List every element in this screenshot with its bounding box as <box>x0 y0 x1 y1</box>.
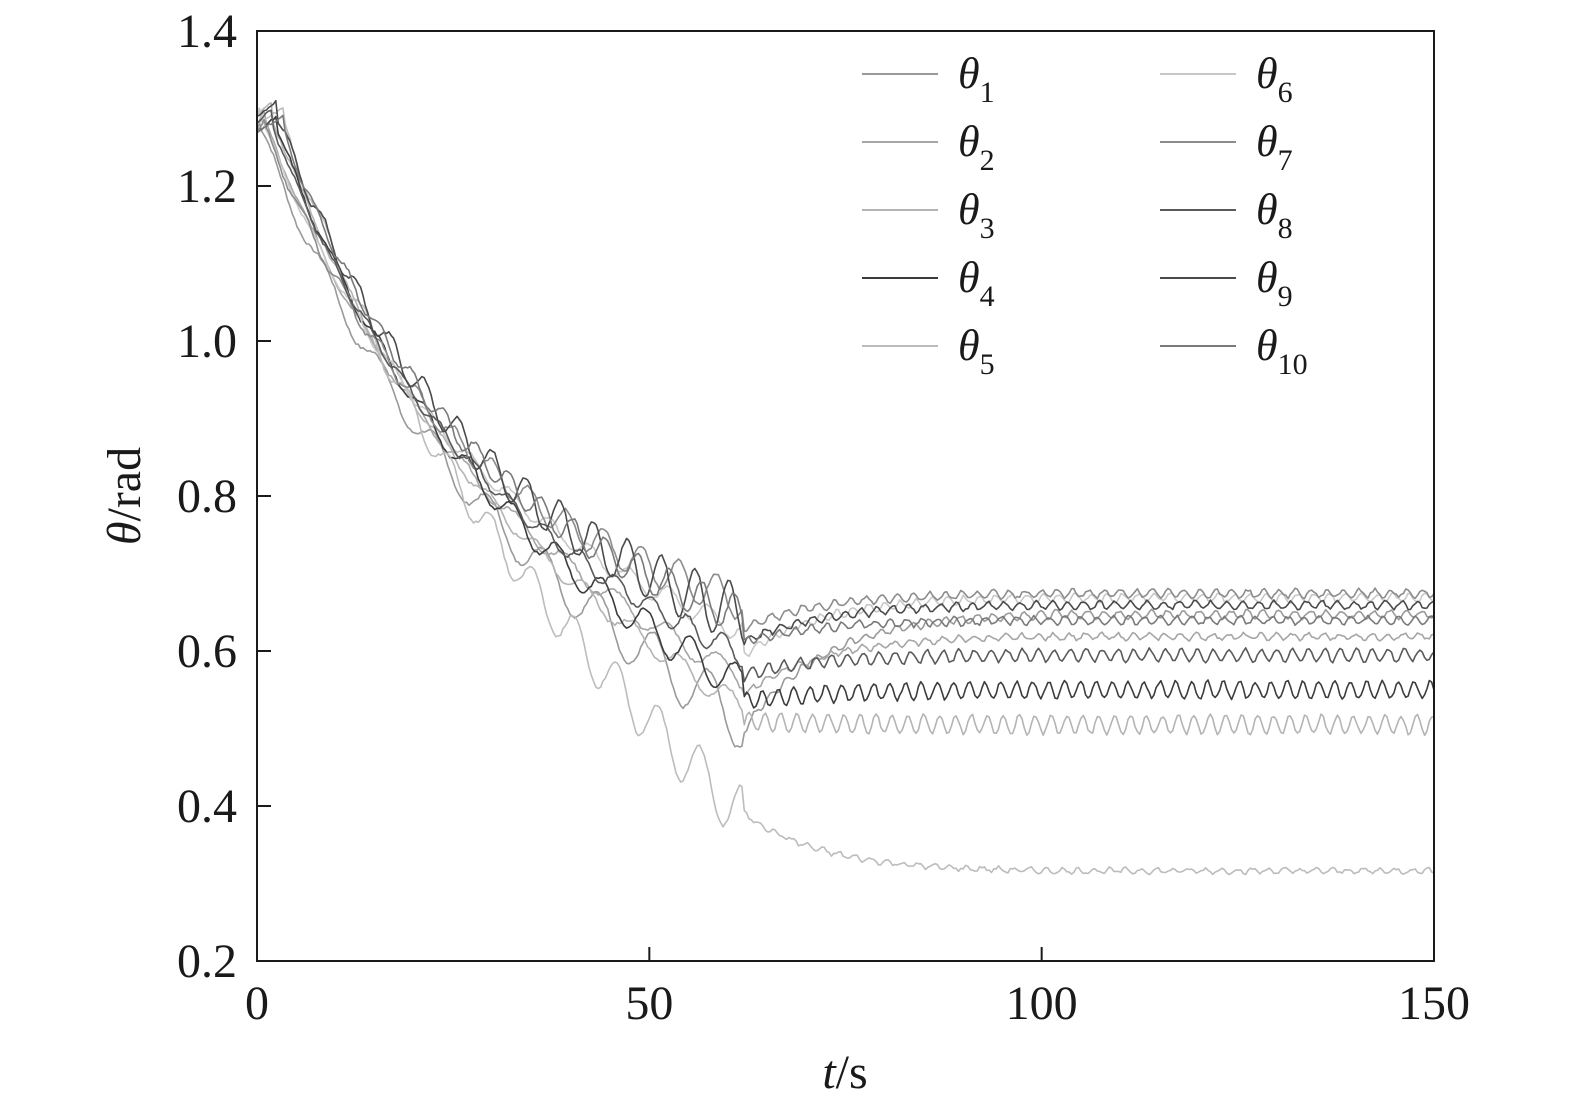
y-tick-label: 0.2 <box>177 935 237 988</box>
series-line-theta-9 <box>256 99 1435 646</box>
x-tick-label: 100 <box>1006 977 1078 1030</box>
legend-label: θ1 <box>958 49 995 109</box>
legend-label: θ9 <box>1256 253 1293 313</box>
plot-frame <box>256 30 1435 962</box>
y-axis-label: θ/rad <box>98 447 151 545</box>
y-tick-label: 0.8 <box>177 470 237 523</box>
legend-label: θ2 <box>958 117 995 177</box>
series-layer <box>256 99 1435 876</box>
x-tick-label: 150 <box>1398 977 1470 1030</box>
ticks-layer: 0 50 100 150 0.2 0.4 0.6 0.8 1.0 1.2 1.4 <box>177 5 1470 1030</box>
series-line-theta-7 <box>256 118 1435 633</box>
series-line-theta-8 <box>256 109 1435 683</box>
legend-label: θ8 <box>1256 185 1293 245</box>
series-line-theta-3 <box>256 102 1435 737</box>
legend-label: θ7 <box>1256 117 1293 177</box>
series-line-theta-10 <box>256 114 1435 645</box>
legend-label: θ3 <box>958 185 995 245</box>
y-tick-label: 1.2 <box>177 160 237 213</box>
y-tick-label: 0.4 <box>177 780 237 833</box>
series-line-theta-4 <box>256 115 1435 709</box>
legend-label: θ5 <box>958 321 995 381</box>
y-tick-label: 1.4 <box>177 5 237 58</box>
legend-label: θ6 <box>1256 49 1293 109</box>
x-axis-label: t/s <box>822 1046 867 1099</box>
y-tick-label: 0.6 <box>177 625 237 678</box>
y-tick-label: 1.0 <box>177 315 237 368</box>
legend-label: θ4 <box>958 253 995 313</box>
x-tick-label: 0 <box>245 977 269 1030</box>
series-line-theta-5 <box>256 107 1435 876</box>
legend-label: θ10 <box>1256 321 1308 381</box>
legend: θ1 θ2 θ3 θ4 θ5 θ6 θ7 θ8 θ9 θ10 <box>862 49 1308 381</box>
x-tick-label: 50 <box>625 977 673 1030</box>
